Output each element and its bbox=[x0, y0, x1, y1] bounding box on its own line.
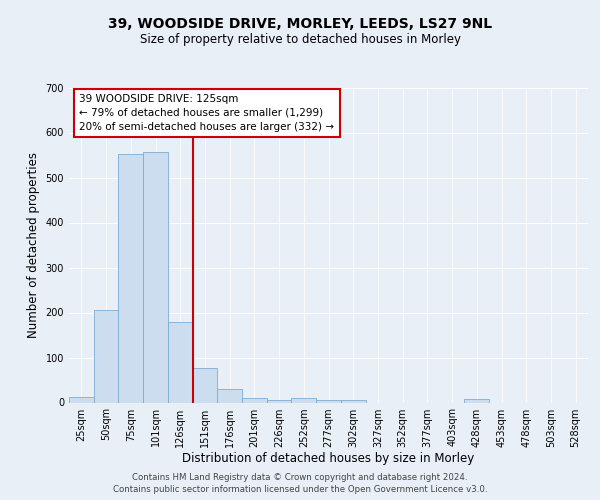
Bar bbox=[217, 389, 242, 402]
X-axis label: Distribution of detached houses by size in Morley: Distribution of detached houses by size … bbox=[182, 452, 475, 466]
Bar bbox=[168, 322, 193, 402]
Text: 39 WOODSIDE DRIVE: 125sqm
← 79% of detached houses are smaller (1,299)
20% of se: 39 WOODSIDE DRIVE: 125sqm ← 79% of detac… bbox=[79, 94, 334, 132]
Bar bbox=[143, 152, 168, 403]
Bar bbox=[193, 368, 217, 402]
Bar bbox=[69, 397, 94, 402]
Text: Contains HM Land Registry data © Crown copyright and database right 2024.: Contains HM Land Registry data © Crown c… bbox=[132, 472, 468, 482]
Bar bbox=[341, 400, 365, 402]
Bar bbox=[118, 154, 143, 402]
Bar bbox=[464, 400, 489, 402]
Y-axis label: Number of detached properties: Number of detached properties bbox=[27, 152, 40, 338]
Bar bbox=[242, 398, 267, 402]
Text: Contains public sector information licensed under the Open Government Licence v3: Contains public sector information licen… bbox=[113, 485, 487, 494]
Text: Size of property relative to detached houses in Morley: Size of property relative to detached ho… bbox=[139, 32, 461, 46]
Bar bbox=[292, 398, 316, 402]
Bar bbox=[316, 400, 341, 402]
Text: 39, WOODSIDE DRIVE, MORLEY, LEEDS, LS27 9NL: 39, WOODSIDE DRIVE, MORLEY, LEEDS, LS27 … bbox=[108, 18, 492, 32]
Bar bbox=[267, 400, 292, 402]
Bar bbox=[94, 310, 118, 402]
